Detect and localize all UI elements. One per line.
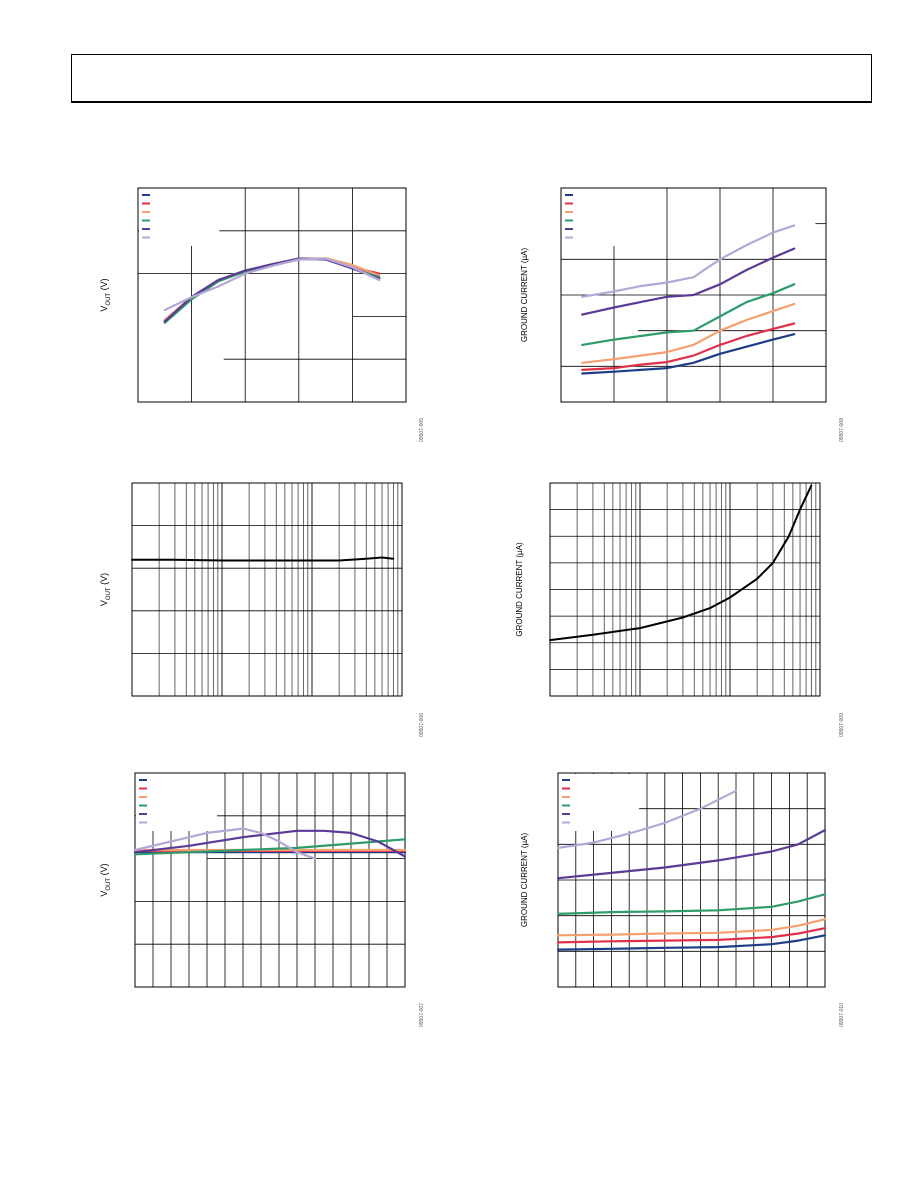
- gridlines: [550, 483, 820, 696]
- gridlines: [561, 188, 826, 402]
- chart-vout-3: VOUT (V) 09507-007: [99, 772, 425, 1027]
- figure-id: 09507-009: [839, 713, 845, 737]
- chart-ground-current-1: GROUND CURRENT (µA) 09507-008: [520, 187, 845, 442]
- series-line-lavender: [556, 789, 738, 850]
- series-line-green: [133, 838, 407, 856]
- series-line-red: [556, 927, 827, 944]
- y-axis-label: GROUND CURRENT (µA): [520, 248, 529, 343]
- series-line-lavender: [133, 827, 317, 860]
- series-line-green: [581, 283, 796, 346]
- legend-box: [562, 189, 642, 246]
- chart-vout-1: VOUT (V) 09507-005: [99, 187, 425, 442]
- legend-box: [559, 774, 640, 831]
- series-line-lavender: [163, 257, 381, 312]
- series-line-black: [131, 556, 395, 562]
- chart-ground-current-3: GROUND CURRENT (µA) 09507-010: [520, 772, 845, 1027]
- series-line-black: [549, 484, 813, 642]
- legend: [559, 774, 640, 831]
- legend-box: [136, 774, 217, 831]
- y-axis-label: VOUT (V): [99, 863, 112, 896]
- page-header-box: [71, 54, 872, 103]
- series-line-navy: [581, 333, 796, 375]
- series-line-red: [581, 322, 796, 371]
- series-line-purple: [133, 829, 407, 858]
- series-line-green: [556, 893, 827, 915]
- y-axis-label: GROUND CURRENT (µA): [520, 833, 529, 928]
- gridlines: [558, 773, 825, 987]
- figure-id: 09507-005: [419, 418, 425, 442]
- figure-id: 09507-006: [419, 713, 425, 737]
- series-line-lavender: [581, 224, 796, 298]
- chart-ground-current-2: GROUND CURRENT (µA) 09507-009: [515, 482, 845, 737]
- series-line-navy: [556, 934, 827, 951]
- chart-vout-2: VOUT (V) 09507-006: [99, 482, 425, 737]
- legend: [136, 774, 217, 831]
- figure-id: 09507-010: [839, 1003, 845, 1027]
- legend: [139, 189, 220, 246]
- series-line-purple: [163, 257, 381, 323]
- legend-box: [139, 189, 220, 246]
- series-line-purple: [556, 828, 827, 880]
- y-axis-label: VOUT (V): [99, 573, 112, 606]
- legend: [562, 189, 642, 246]
- gridlines: [132, 483, 402, 696]
- figure-id: 09507-007: [419, 1003, 425, 1027]
- series-line-orange: [556, 918, 827, 937]
- figure-id: 09507-008: [839, 418, 845, 442]
- series-line-orange: [581, 302, 796, 364]
- series-line-purple: [581, 247, 796, 316]
- plot-frame: [131, 482, 403, 697]
- y-axis-label: VOUT (V): [99, 278, 112, 311]
- y-axis-label: GROUND CURRENT (µA): [515, 542, 524, 637]
